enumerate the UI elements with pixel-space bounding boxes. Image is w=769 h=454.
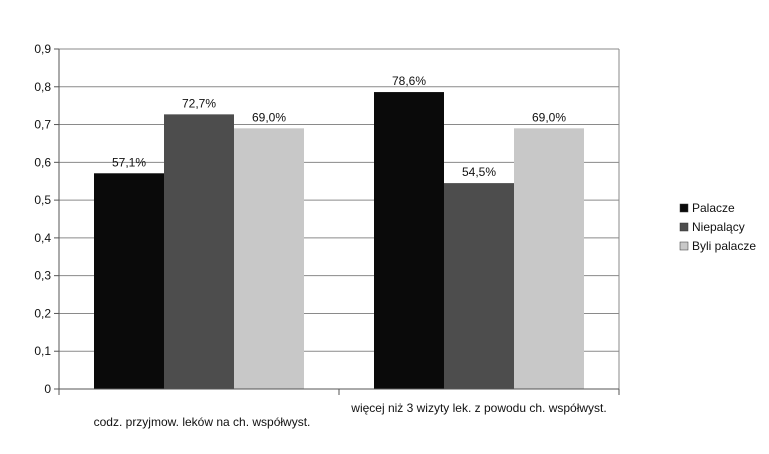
bar-palacze bbox=[374, 92, 444, 390]
bar-palacze bbox=[94, 173, 164, 389]
bar-niepalący bbox=[444, 183, 514, 389]
legend-swatch bbox=[679, 203, 689, 213]
y-tick-label: 0,5 bbox=[34, 193, 51, 207]
y-tick-label: 0,3 bbox=[34, 269, 51, 283]
data-label: 69,0% bbox=[252, 110, 286, 124]
category-label: więcej niż 3 wizyty lek. z powodu ch. ws… bbox=[350, 401, 606, 415]
data-label: 54,5% bbox=[462, 165, 496, 179]
legend-swatch bbox=[679, 222, 689, 232]
legend-label: Niepalący bbox=[692, 220, 745, 234]
data-label: 69,0% bbox=[532, 110, 566, 124]
y-tick-label: 0,2 bbox=[34, 306, 51, 320]
axes bbox=[58, 49, 620, 395]
bar-niepalący bbox=[164, 114, 234, 389]
y-tick-label: 0,6 bbox=[34, 155, 51, 169]
y-tick-label: 0,7 bbox=[34, 118, 51, 132]
y-tick-label: 0,8 bbox=[34, 80, 51, 94]
y-axis-ticks: 0 0,1 0,2 0,3 0,4 0,5 0,6 0,7 0,8 0,9 bbox=[34, 42, 59, 396]
bar-byli-palacze bbox=[234, 128, 304, 390]
category-labels: codz. przyjmow. leków na ch. współwyst. w… bbox=[94, 401, 607, 429]
y-tick-label: 0,1 bbox=[34, 344, 51, 358]
data-label: 72,7% bbox=[182, 96, 216, 110]
legend-label: Byli palacze bbox=[692, 239, 756, 253]
data-labels: 57,1% 72,7% 69,0% 78,6% 54,5% 69,0% bbox=[112, 74, 566, 179]
y-tick-label: 0 bbox=[44, 382, 51, 396]
bars bbox=[94, 92, 584, 390]
legend-swatch bbox=[679, 241, 689, 251]
bar-byli-palacze bbox=[514, 128, 584, 390]
data-label: 78,6% bbox=[392, 74, 426, 88]
category-label: codz. przyjmow. leków na ch. współwyst. bbox=[94, 415, 311, 429]
y-tick-label: 0,9 bbox=[34, 42, 51, 56]
y-tick-label: 0,4 bbox=[34, 231, 51, 245]
legend: Palacze Niepalący Byli palacze bbox=[679, 201, 756, 253]
legend-label: Palacze bbox=[692, 201, 735, 215]
data-label: 57,1% bbox=[112, 155, 146, 169]
